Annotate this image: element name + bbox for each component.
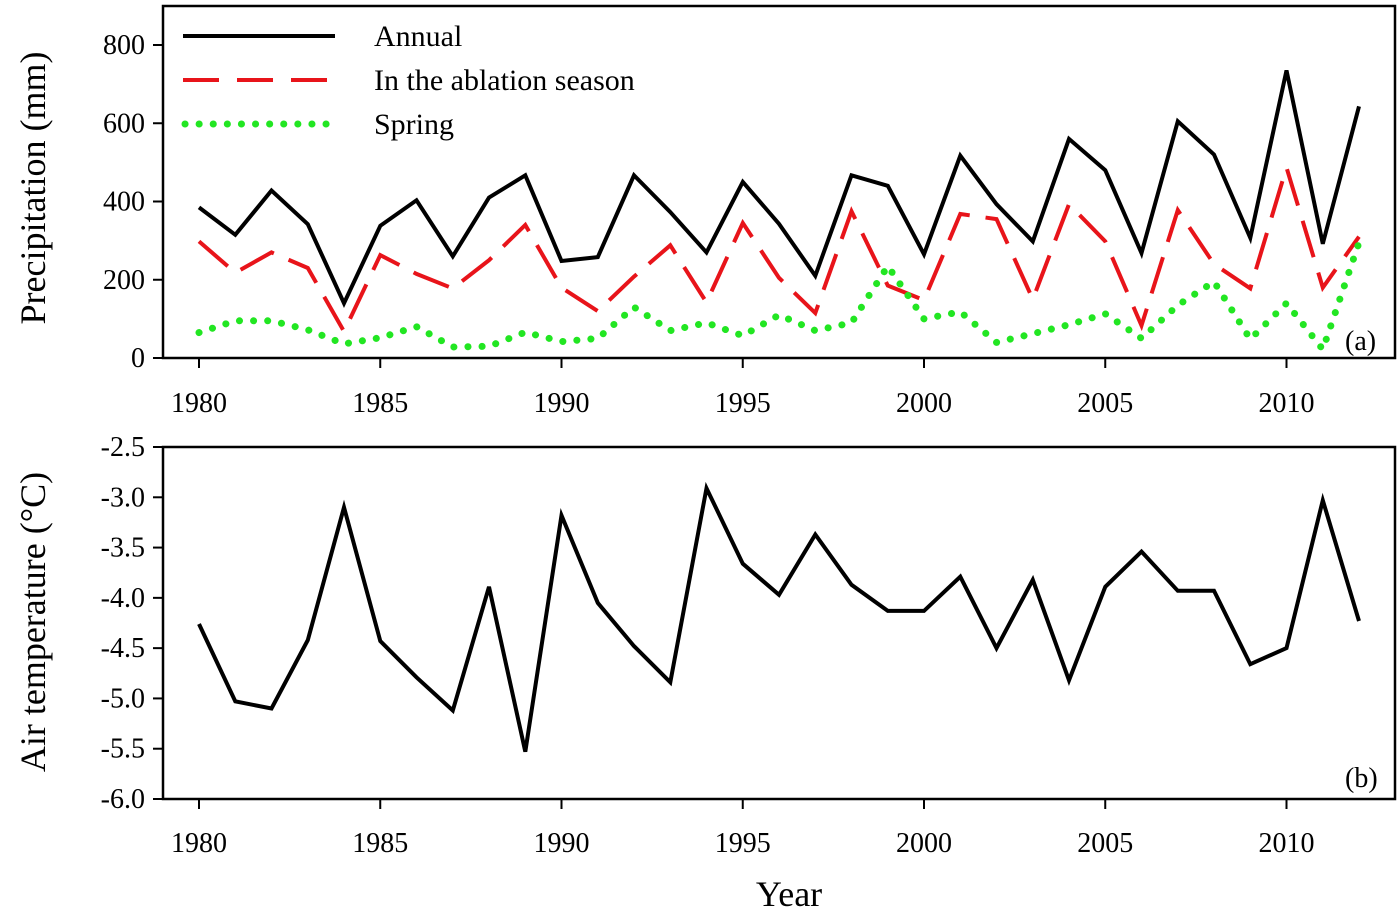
panel-a-x-tick-label: 1985 [352, 388, 408, 419]
panel-b-axes: -6.0 -5.5 -5.0 -4.5 -4.0 -3.5 -3.0 -2.5 1980 1985… [101, 432, 1315, 859]
panel-a-y-tick-label: 400 [103, 187, 145, 218]
panel-a-series [195, 69, 1363, 353]
panel-b-y-tick-label: -5.0 [101, 683, 145, 714]
panel-b-x-tick-label: 2000 [896, 828, 952, 859]
panel-a-y-tick-label: 800 [103, 30, 145, 61]
panel-a-frame [161, 4, 1397, 360]
panel-a-series-in-the-ablation-season [197, 160, 1361, 336]
panel-b-x-tick-label: 1980 [171, 828, 227, 859]
panel-b-x-tick-label: 1985 [352, 828, 408, 859]
panel-b-x-tick-label: 2005 [1077, 828, 1133, 859]
panel-b: -6.0 -5.5 -5.0 -4.5 -4.0 -3.5 -3.0 -2.5 1980 1985… [13, 432, 1397, 914]
panel-a-y-axis-label: Precipitation (mm) [13, 52, 53, 325]
panel-a-series-annual [197, 69, 1361, 308]
panel-a-label: (a) [1345, 326, 1376, 357]
panel-a-series-spring [195, 239, 1363, 353]
panel-b-y-tick-label: -2.5 [101, 432, 145, 463]
panel-a-y-tick-label: 200 [103, 265, 145, 296]
panel-b-x-tick-label: 1995 [715, 828, 771, 859]
panel-a-x-tick-label: 1980 [171, 388, 227, 419]
legend-spring-label: Spring [374, 108, 454, 141]
x-axis-label: Year [756, 874, 822, 914]
panel-b-label: (b) [1345, 763, 1378, 794]
panel-b-frame [161, 445, 1397, 801]
panel-b-series-air-temperature [197, 481, 1361, 753]
panel-a-x-tick-label: 2005 [1077, 388, 1133, 419]
panel-b-y-tick-label: -3.0 [101, 482, 145, 513]
panel-a-axes: 0 200 400 600 800 1980 1985 1990 1995 2000 2005 201… [103, 30, 1315, 419]
panel-b-x-tick-label: 2010 [1259, 828, 1315, 859]
panel-b-y-tick-label: -3.5 [101, 533, 145, 564]
legend: Annual In the ablation season Spring [181, 20, 635, 141]
panel-b-x-tick-label: 1990 [534, 828, 590, 859]
panel-b-y-tick-label: -6.0 [101, 784, 145, 815]
panel-b-y-tick-label: -5.5 [101, 734, 145, 765]
legend-annual-label: Annual [374, 20, 462, 53]
panel-a-x-tick-label: 2010 [1259, 388, 1315, 419]
panel-a-y-tick-label: 0 [131, 343, 145, 374]
panel-a: 0 200 400 600 800 1980 1985 1990 1995 2000 2005 201… [13, 4, 1397, 419]
panel-b-y-tick-label: -4.5 [101, 633, 145, 664]
panel-b-series [197, 481, 1361, 753]
panel-a-x-tick-label: 1990 [534, 388, 590, 419]
legend-ablation-label: In the ablation season [374, 64, 635, 97]
panel-a-y-tick-label: 600 [103, 108, 145, 139]
panel-a-x-tick-label: 1995 [715, 388, 771, 419]
panel-b-y-tick-label: -4.0 [101, 583, 145, 614]
panel-b-y-axis-label: Air temperature (°C) [13, 472, 53, 772]
panel-a-x-tick-label: 2000 [896, 388, 952, 419]
